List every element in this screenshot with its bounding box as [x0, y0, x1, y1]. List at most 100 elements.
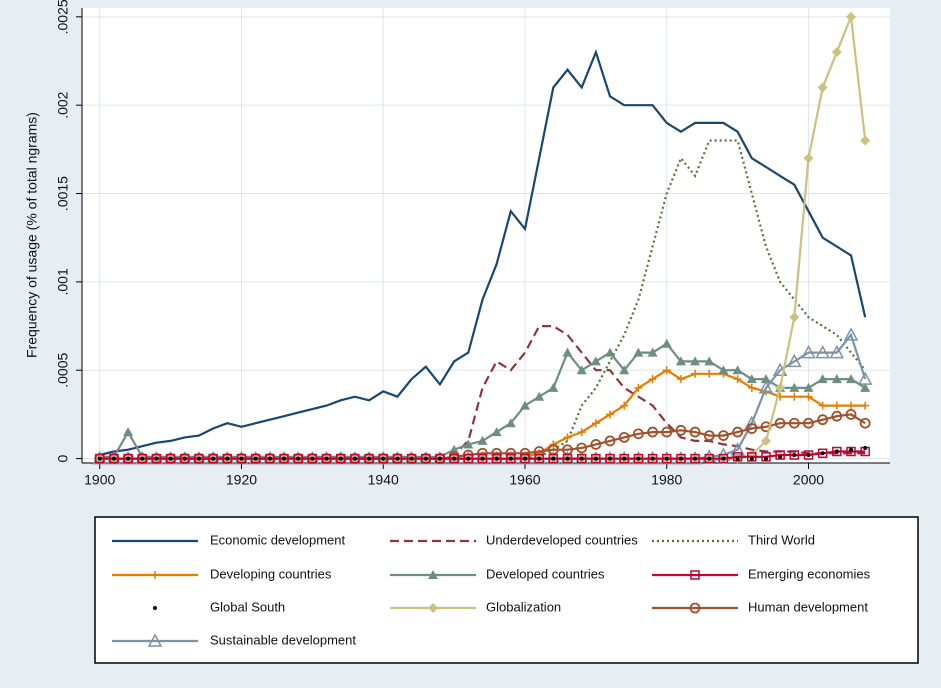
marker	[477, 453, 488, 464]
marker	[519, 400, 530, 410]
marker	[817, 374, 828, 384]
legend-item: Economic development	[112, 532, 346, 547]
marker	[435, 453, 445, 464]
marker	[761, 452, 771, 462]
marker	[211, 456, 216, 461]
marker	[168, 456, 173, 461]
x-tick-label: 1980	[651, 472, 682, 488]
x-tick-label: 2000	[793, 472, 824, 488]
marker	[829, 344, 845, 359]
marker	[647, 426, 658, 438]
marker	[522, 456, 527, 461]
marker	[690, 356, 701, 366]
marker	[647, 347, 658, 357]
marker	[406, 453, 417, 464]
marker	[534, 453, 544, 464]
marker	[735, 456, 740, 461]
marker	[650, 456, 655, 461]
marker	[633, 347, 644, 357]
marker	[194, 453, 204, 464]
marker	[250, 453, 261, 464]
legend-item: Sustainable development	[112, 632, 356, 647]
marker	[815, 344, 830, 359]
marker	[562, 347, 573, 357]
marker	[661, 426, 673, 438]
marker	[423, 456, 428, 461]
marker	[790, 392, 799, 401]
legend-item: Developed countries	[390, 566, 605, 581]
marker	[577, 428, 586, 437]
marker	[293, 453, 303, 464]
legend-label: Developed countries	[486, 566, 605, 581]
marker	[818, 401, 827, 410]
marker	[831, 47, 842, 58]
marker	[690, 453, 700, 464]
marker	[803, 153, 814, 164]
marker	[707, 456, 712, 461]
marker	[676, 375, 685, 384]
marker	[350, 453, 360, 464]
marker	[480, 456, 485, 461]
marker	[704, 453, 715, 464]
marker	[622, 456, 627, 461]
marker	[563, 433, 572, 442]
legend-label: Sustainable development	[210, 632, 356, 647]
marker	[803, 417, 814, 429]
marker	[846, 446, 856, 457]
marker	[705, 369, 714, 378]
x-tick-label: 1900	[84, 472, 115, 488]
marker	[703, 430, 715, 442]
marker	[846, 11, 857, 22]
marker	[803, 450, 814, 460]
marker	[494, 456, 499, 461]
marker	[606, 410, 615, 419]
marker	[619, 453, 629, 464]
marker	[282, 456, 286, 461]
marker	[534, 391, 545, 401]
legend-label: Developing countries	[210, 566, 332, 581]
legend-item: Underdeveloped countries	[390, 532, 638, 547]
marker	[381, 456, 386, 461]
marker	[843, 327, 859, 341]
marker	[307, 453, 318, 464]
marker	[718, 453, 729, 464]
marker	[845, 409, 857, 420]
marker	[633, 453, 644, 464]
marker	[746, 423, 758, 434]
marker	[860, 382, 871, 392]
marker	[491, 427, 502, 437]
marker	[863, 445, 868, 450]
marker	[763, 456, 768, 461]
marker	[849, 447, 854, 452]
marker	[749, 456, 754, 461]
marker	[689, 426, 701, 438]
marker	[605, 453, 615, 464]
marker	[463, 453, 474, 464]
marker	[732, 365, 743, 375]
marker	[123, 453, 133, 464]
marker	[857, 371, 873, 385]
marker	[267, 456, 272, 461]
marker	[817, 414, 829, 426]
marker	[846, 374, 857, 384]
legend-marker	[151, 571, 159, 579]
series-line	[99, 48, 867, 457]
marker	[565, 456, 570, 461]
marker	[676, 453, 686, 464]
legend-marker	[428, 603, 438, 613]
marker	[466, 456, 471, 461]
marker	[832, 401, 841, 410]
y-tick-label: .0025	[55, 0, 71, 34]
marker	[367, 456, 372, 461]
marker	[634, 383, 643, 392]
marker	[421, 453, 431, 464]
marker	[693, 456, 698, 461]
marker	[395, 456, 400, 461]
marker	[165, 453, 176, 464]
y-tick-label: .002	[55, 91, 71, 118]
legend	[94, 516, 919, 664]
marker	[239, 456, 244, 461]
marker	[392, 453, 403, 464]
marker	[437, 456, 442, 461]
marker	[817, 82, 828, 93]
